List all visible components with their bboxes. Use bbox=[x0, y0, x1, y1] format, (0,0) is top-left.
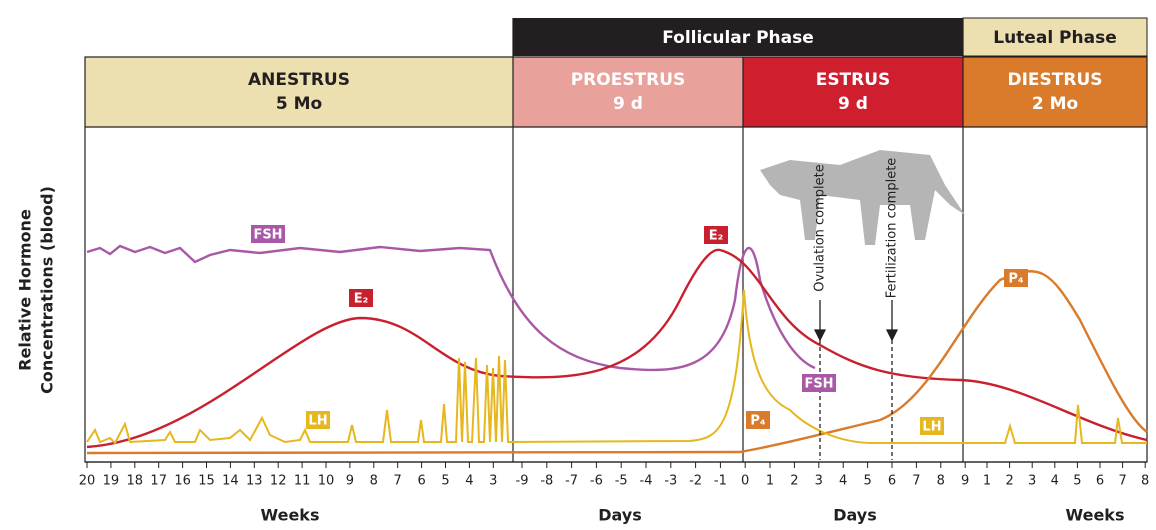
stage-duration: 2 Mo bbox=[1032, 94, 1078, 114]
tick-label: 8 bbox=[1141, 474, 1149, 489]
stage-box bbox=[85, 57, 513, 127]
tick-label: 3 bbox=[815, 474, 823, 489]
tick-label: -4 bbox=[640, 474, 653, 489]
tick-label: 6 bbox=[888, 474, 896, 489]
tick-label: 9 bbox=[346, 474, 354, 489]
tick-label: 17 bbox=[150, 474, 167, 489]
tick-label: 4 bbox=[465, 474, 473, 489]
axis-title: Days bbox=[598, 506, 642, 525]
hormone-label: LH bbox=[308, 414, 327, 429]
axis-title: Days bbox=[833, 506, 877, 525]
tick-label: 13 bbox=[246, 474, 263, 489]
tick-label: 5 bbox=[441, 474, 449, 489]
tick-label: 11 bbox=[294, 474, 311, 489]
phase-label: Luteal Phase bbox=[993, 28, 1117, 48]
axis-title: Weeks bbox=[261, 506, 320, 525]
tick-label: 6 bbox=[1096, 474, 1104, 489]
stage-box bbox=[513, 57, 743, 127]
tick-label: 20 bbox=[79, 474, 96, 489]
stage-box bbox=[743, 57, 963, 127]
tick-label: 16 bbox=[174, 474, 191, 489]
hormone-label: P₄ bbox=[750, 414, 766, 429]
tick-label: 6 bbox=[417, 474, 425, 489]
annotation: Fertilization complete bbox=[885, 158, 900, 299]
tick-label: 14 bbox=[222, 474, 239, 489]
hormone-label: FSH bbox=[804, 377, 833, 392]
stage-name: ANESTRUS bbox=[248, 70, 350, 90]
stage-name: ESTRUS bbox=[816, 70, 891, 90]
tick-label: 5 bbox=[863, 474, 871, 489]
y-axis-label: Relative Hormone bbox=[16, 209, 35, 371]
hormone-label: E₂ bbox=[354, 292, 369, 307]
stage-box bbox=[963, 57, 1147, 127]
tick-label: 18 bbox=[127, 474, 144, 489]
annotation: Ovulation complete bbox=[813, 164, 828, 292]
hormone-label: FSH bbox=[253, 228, 282, 243]
tick-label: 12 bbox=[270, 474, 287, 489]
tick-label: -8 bbox=[540, 474, 553, 489]
stage-duration: 9 d bbox=[838, 94, 868, 114]
fsh-curve bbox=[87, 246, 815, 370]
tick-label: 8 bbox=[937, 474, 945, 489]
tick-label: 2 bbox=[1005, 474, 1013, 489]
p4-curve bbox=[87, 271, 1147, 453]
tick-label: 0 bbox=[741, 474, 749, 489]
tick-label: 2 bbox=[790, 474, 798, 489]
e2-curve bbox=[87, 250, 1147, 447]
tick-label: -5 bbox=[615, 474, 628, 489]
tick-label: 19 bbox=[103, 474, 120, 489]
tick-label: 15 bbox=[198, 474, 215, 489]
hormone-label: E₂ bbox=[709, 229, 724, 244]
tick-label: -9 bbox=[516, 474, 529, 489]
tick-label: 7 bbox=[1118, 474, 1126, 489]
tick-label: 1 bbox=[766, 474, 774, 489]
hormone-label: P₄ bbox=[1008, 272, 1024, 287]
tick-label: -7 bbox=[565, 474, 578, 489]
tick-label: 7 bbox=[912, 474, 920, 489]
tick-label: -6 bbox=[590, 474, 603, 489]
axis-title: Weeks bbox=[1066, 506, 1125, 525]
diagram: Follicular Phase Luteal Phase ANESTRUS 5… bbox=[0, 0, 1156, 530]
stage-name: DIESTRUS bbox=[1007, 70, 1102, 90]
tick-label: 9 bbox=[961, 474, 969, 489]
phase-label: Follicular Phase bbox=[662, 28, 814, 48]
stage-duration: 9 d bbox=[613, 94, 643, 114]
tick-label: 8 bbox=[370, 474, 378, 489]
tick-label: 7 bbox=[394, 474, 402, 489]
tick-label: -2 bbox=[689, 474, 702, 489]
tick-label: 1 bbox=[983, 474, 991, 489]
y-axis-label: Concentrations (blood) bbox=[38, 186, 57, 394]
hormone-curves bbox=[87, 246, 1147, 453]
tick-label: -1 bbox=[714, 474, 727, 489]
tick-label: 3 bbox=[1028, 474, 1036, 489]
stage-name: PROESTRUS bbox=[571, 70, 686, 90]
tick-label: 5 bbox=[1073, 474, 1081, 489]
stage-duration: 5 Mo bbox=[276, 94, 322, 114]
tick-label: 4 bbox=[1051, 474, 1059, 489]
hormone-label: LH bbox=[922, 420, 941, 435]
tick-label: -3 bbox=[664, 474, 677, 489]
tick-label: 3 bbox=[489, 474, 497, 489]
dog-silhouette bbox=[760, 150, 965, 245]
tick-label: 4 bbox=[839, 474, 847, 489]
tick-label: 10 bbox=[318, 474, 335, 489]
